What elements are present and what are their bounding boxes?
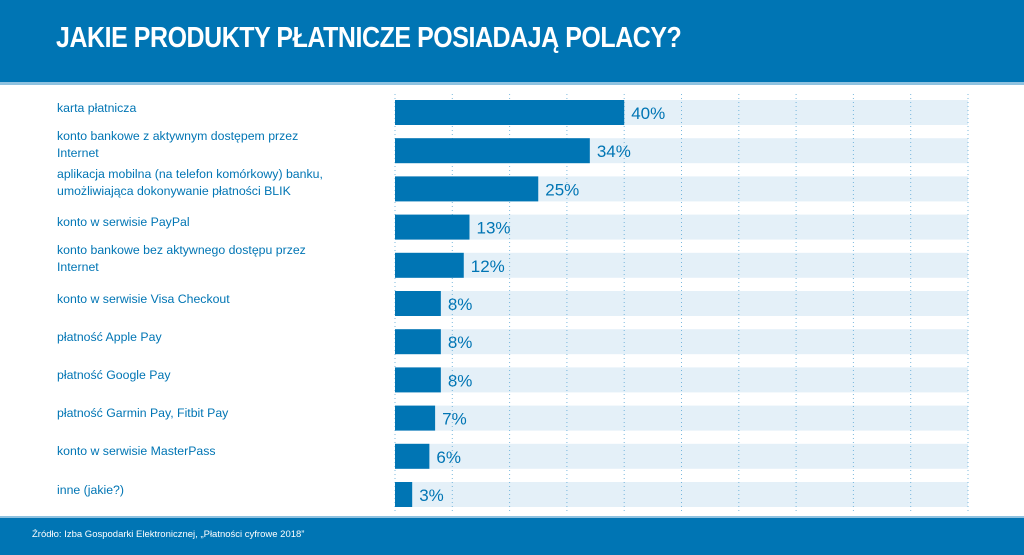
data-label: 8% [448, 371, 473, 390]
header-banner: JAKIE PRODUKTY PŁATNICZE POSIADAJĄ POLAC… [0, 0, 1024, 82]
bar [395, 176, 539, 202]
footer-divider [0, 516, 1024, 518]
data-label: 3% [419, 486, 444, 505]
category-label: płatność Apple Pay [57, 329, 387, 346]
footer-banner: Źródło: Izba Gospodarki Elektronicznej, … [0, 518, 1024, 555]
category-label-line: konto bankowe z aktywnym dostępem przez [57, 128, 299, 143]
data-label: 25% [545, 180, 579, 199]
category-label-line: konto w serwisie Visa Checkout [57, 291, 230, 306]
source-note: Źródło: Izba Gospodarki Elektronicznej, … [32, 529, 305, 540]
category-label: konto bankowe bez aktywnego dostępu prze… [57, 242, 387, 276]
category-label-line: płatność Google Pay [57, 367, 171, 382]
category-label: konto w serwisie Visa Checkout [57, 291, 387, 308]
bar-background-band [395, 443, 968, 469]
data-label: 7% [442, 410, 467, 429]
bar [395, 482, 413, 507]
category-label-line: Internet [57, 260, 99, 275]
category-label-line: płatność Garmin Pay, Fitbit Pay [57, 406, 229, 421]
category-label-line: inne (jakie?) [57, 482, 124, 497]
category-label-line: płatność Apple Pay [57, 329, 162, 344]
bar [395, 367, 441, 393]
category-label: inne (jakie?) [57, 482, 387, 499]
data-label: 6% [436, 448, 461, 467]
bar [395, 138, 590, 164]
bar [395, 405, 436, 431]
data-label: 13% [476, 219, 510, 238]
category-label-line: aplikacja mobilna (na telefon komórkowy)… [57, 166, 323, 181]
category-label: płatność Google Pay [57, 367, 387, 384]
page-title: JAKIE PRODUKTY PŁATNICZE POSIADAJĄ POLAC… [56, 22, 682, 54]
category-label: konto w serwisie PayPal [57, 214, 387, 231]
category-label-line: konto bankowe bez aktywnego dostępu prze… [57, 243, 306, 258]
category-label-line: karta płatnicza [57, 100, 137, 115]
bar-background-band [395, 367, 968, 393]
data-label: 34% [597, 142, 631, 161]
bar-background-band [395, 291, 968, 316]
data-label: 8% [448, 295, 473, 314]
category-label: karta płatnicza [57, 100, 387, 117]
category-label-line: konto w serwisie MasterPass [57, 444, 216, 459]
category-label: konto bankowe z aktywnym dostępem przez I… [57, 128, 387, 162]
bar [395, 214, 470, 240]
category-label-line: konto w serwisie PayPal [57, 215, 190, 230]
category-label: aplikacja mobilna (na telefon komórkowy)… [57, 166, 387, 200]
bar [395, 443, 430, 469]
header-divider [0, 82, 1024, 85]
category-label-line: umożliwiająca dokonywanie płatności BLIK [57, 183, 291, 198]
data-label: 12% [471, 257, 505, 276]
bar-background-band [395, 252, 968, 278]
data-label: 40% [631, 104, 665, 123]
bar [395, 100, 625, 125]
data-label: 8% [448, 333, 473, 352]
bar [395, 291, 441, 316]
bar [395, 252, 464, 278]
category-label: konto w serwisie MasterPass [57, 443, 387, 460]
category-label: płatność Garmin Pay, Fitbit Pay [57, 405, 387, 422]
bar [395, 329, 441, 355]
category-label-line: Internet [57, 145, 99, 160]
